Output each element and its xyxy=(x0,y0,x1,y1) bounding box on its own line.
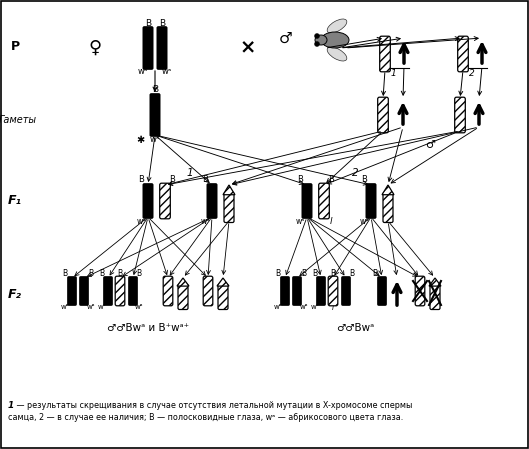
Text: B: B xyxy=(138,176,144,185)
Text: B: B xyxy=(136,269,142,278)
FancyBboxPatch shape xyxy=(280,276,290,306)
Text: wᵃ: wᵃ xyxy=(295,216,305,225)
Text: ✱: ✱ xyxy=(136,135,144,145)
Text: B: B xyxy=(202,176,208,185)
Text: l: l xyxy=(330,216,332,225)
Text: F₂: F₂ xyxy=(8,287,22,300)
FancyBboxPatch shape xyxy=(455,97,466,133)
FancyBboxPatch shape xyxy=(318,183,329,219)
Text: wᵃ: wᵃ xyxy=(136,216,145,225)
Text: 2: 2 xyxy=(469,69,475,78)
Text: 1: 1 xyxy=(187,168,193,178)
Text: 1: 1 xyxy=(8,401,14,409)
FancyBboxPatch shape xyxy=(67,276,77,306)
Text: B: B xyxy=(350,269,354,278)
FancyBboxPatch shape xyxy=(380,36,390,72)
Ellipse shape xyxy=(327,47,347,61)
Text: ♂: ♂ xyxy=(279,31,293,45)
Text: B: B xyxy=(297,176,303,185)
Text: B: B xyxy=(152,85,158,94)
Text: wᵃ: wᵃ xyxy=(311,304,319,310)
FancyBboxPatch shape xyxy=(163,276,173,306)
Text: ♂♂Bwᵃ: ♂♂Bwᵃ xyxy=(336,323,374,333)
Text: Гаметы: Гаметы xyxy=(0,115,37,125)
Text: ×: × xyxy=(240,39,256,57)
FancyBboxPatch shape xyxy=(341,276,351,306)
Text: ♂♂Bwᵃ и B⁺wᵃ⁺: ♂♂Bwᵃ и B⁺wᵃ⁺ xyxy=(107,323,189,333)
Text: B: B xyxy=(276,269,280,278)
Text: B: B xyxy=(313,269,317,278)
Text: ♀: ♀ xyxy=(88,39,102,57)
Polygon shape xyxy=(177,278,189,286)
Text: B: B xyxy=(145,18,151,27)
FancyBboxPatch shape xyxy=(378,97,388,133)
Text: — результаты скрещивания в случае отсутствия летальной мутации в X-хромосоме спе: — результаты скрещивания в случае отсутс… xyxy=(14,401,413,409)
Text: wᵃ: wᵃ xyxy=(135,304,143,310)
FancyBboxPatch shape xyxy=(328,276,338,306)
Text: l: l xyxy=(332,303,334,312)
Polygon shape xyxy=(217,278,229,286)
Text: B: B xyxy=(159,18,165,27)
Ellipse shape xyxy=(327,19,347,33)
FancyBboxPatch shape xyxy=(207,183,217,219)
FancyBboxPatch shape xyxy=(115,276,125,306)
FancyBboxPatch shape xyxy=(224,193,234,223)
FancyBboxPatch shape xyxy=(292,276,302,306)
Ellipse shape xyxy=(321,32,349,48)
Polygon shape xyxy=(382,185,394,195)
FancyBboxPatch shape xyxy=(316,276,326,306)
FancyBboxPatch shape xyxy=(415,276,425,306)
Text: wᵃ: wᵃ xyxy=(359,216,369,225)
FancyBboxPatch shape xyxy=(203,276,213,306)
Text: B: B xyxy=(62,269,68,278)
Text: B: B xyxy=(302,269,307,278)
Text: wᵃ: wᵃ xyxy=(150,135,160,144)
FancyBboxPatch shape xyxy=(143,183,153,219)
Text: F₁: F₁ xyxy=(8,194,22,207)
Text: B: B xyxy=(169,176,175,185)
Text: wᵃ: wᵃ xyxy=(200,216,209,225)
Text: wᵃ: wᵃ xyxy=(273,304,282,310)
Text: ♂: ♂ xyxy=(425,140,435,150)
Ellipse shape xyxy=(315,35,327,45)
Text: B: B xyxy=(372,269,378,278)
FancyBboxPatch shape xyxy=(150,93,160,137)
Ellipse shape xyxy=(315,41,320,47)
FancyBboxPatch shape xyxy=(128,276,138,306)
Text: самца, 2 — в случае ее наличия; B — полосковидные глаза, wᵃ — абрикосового цвета: самца, 2 — в случае ее наличия; B — поло… xyxy=(8,414,403,423)
FancyBboxPatch shape xyxy=(79,276,89,306)
FancyBboxPatch shape xyxy=(430,284,440,309)
Ellipse shape xyxy=(315,34,320,39)
Text: wᵃ: wᵃ xyxy=(98,304,106,310)
Text: 2: 2 xyxy=(352,168,358,178)
FancyBboxPatch shape xyxy=(160,183,170,219)
Text: B: B xyxy=(99,269,105,278)
Text: B: B xyxy=(328,176,334,185)
Text: wᵃ: wᵃ xyxy=(300,304,308,310)
FancyBboxPatch shape xyxy=(218,284,228,309)
Polygon shape xyxy=(429,278,441,286)
Text: B: B xyxy=(88,269,94,278)
FancyBboxPatch shape xyxy=(157,26,167,70)
FancyBboxPatch shape xyxy=(103,276,113,306)
Text: B: B xyxy=(117,269,123,278)
Text: wᵃ: wᵃ xyxy=(61,304,69,310)
Text: wᵃ: wᵃ xyxy=(138,67,148,76)
FancyBboxPatch shape xyxy=(366,183,376,219)
Text: wᵃ: wᵃ xyxy=(87,304,95,310)
FancyBboxPatch shape xyxy=(178,284,188,309)
FancyBboxPatch shape xyxy=(383,193,393,223)
Polygon shape xyxy=(223,185,235,195)
FancyBboxPatch shape xyxy=(377,276,387,306)
Text: B: B xyxy=(331,269,335,278)
Text: 1: 1 xyxy=(390,69,396,78)
Text: P: P xyxy=(11,40,20,53)
Text: wᵃ: wᵃ xyxy=(162,67,172,76)
FancyBboxPatch shape xyxy=(458,36,468,72)
FancyBboxPatch shape xyxy=(302,183,312,219)
FancyBboxPatch shape xyxy=(143,26,153,70)
Text: B: B xyxy=(361,176,367,185)
